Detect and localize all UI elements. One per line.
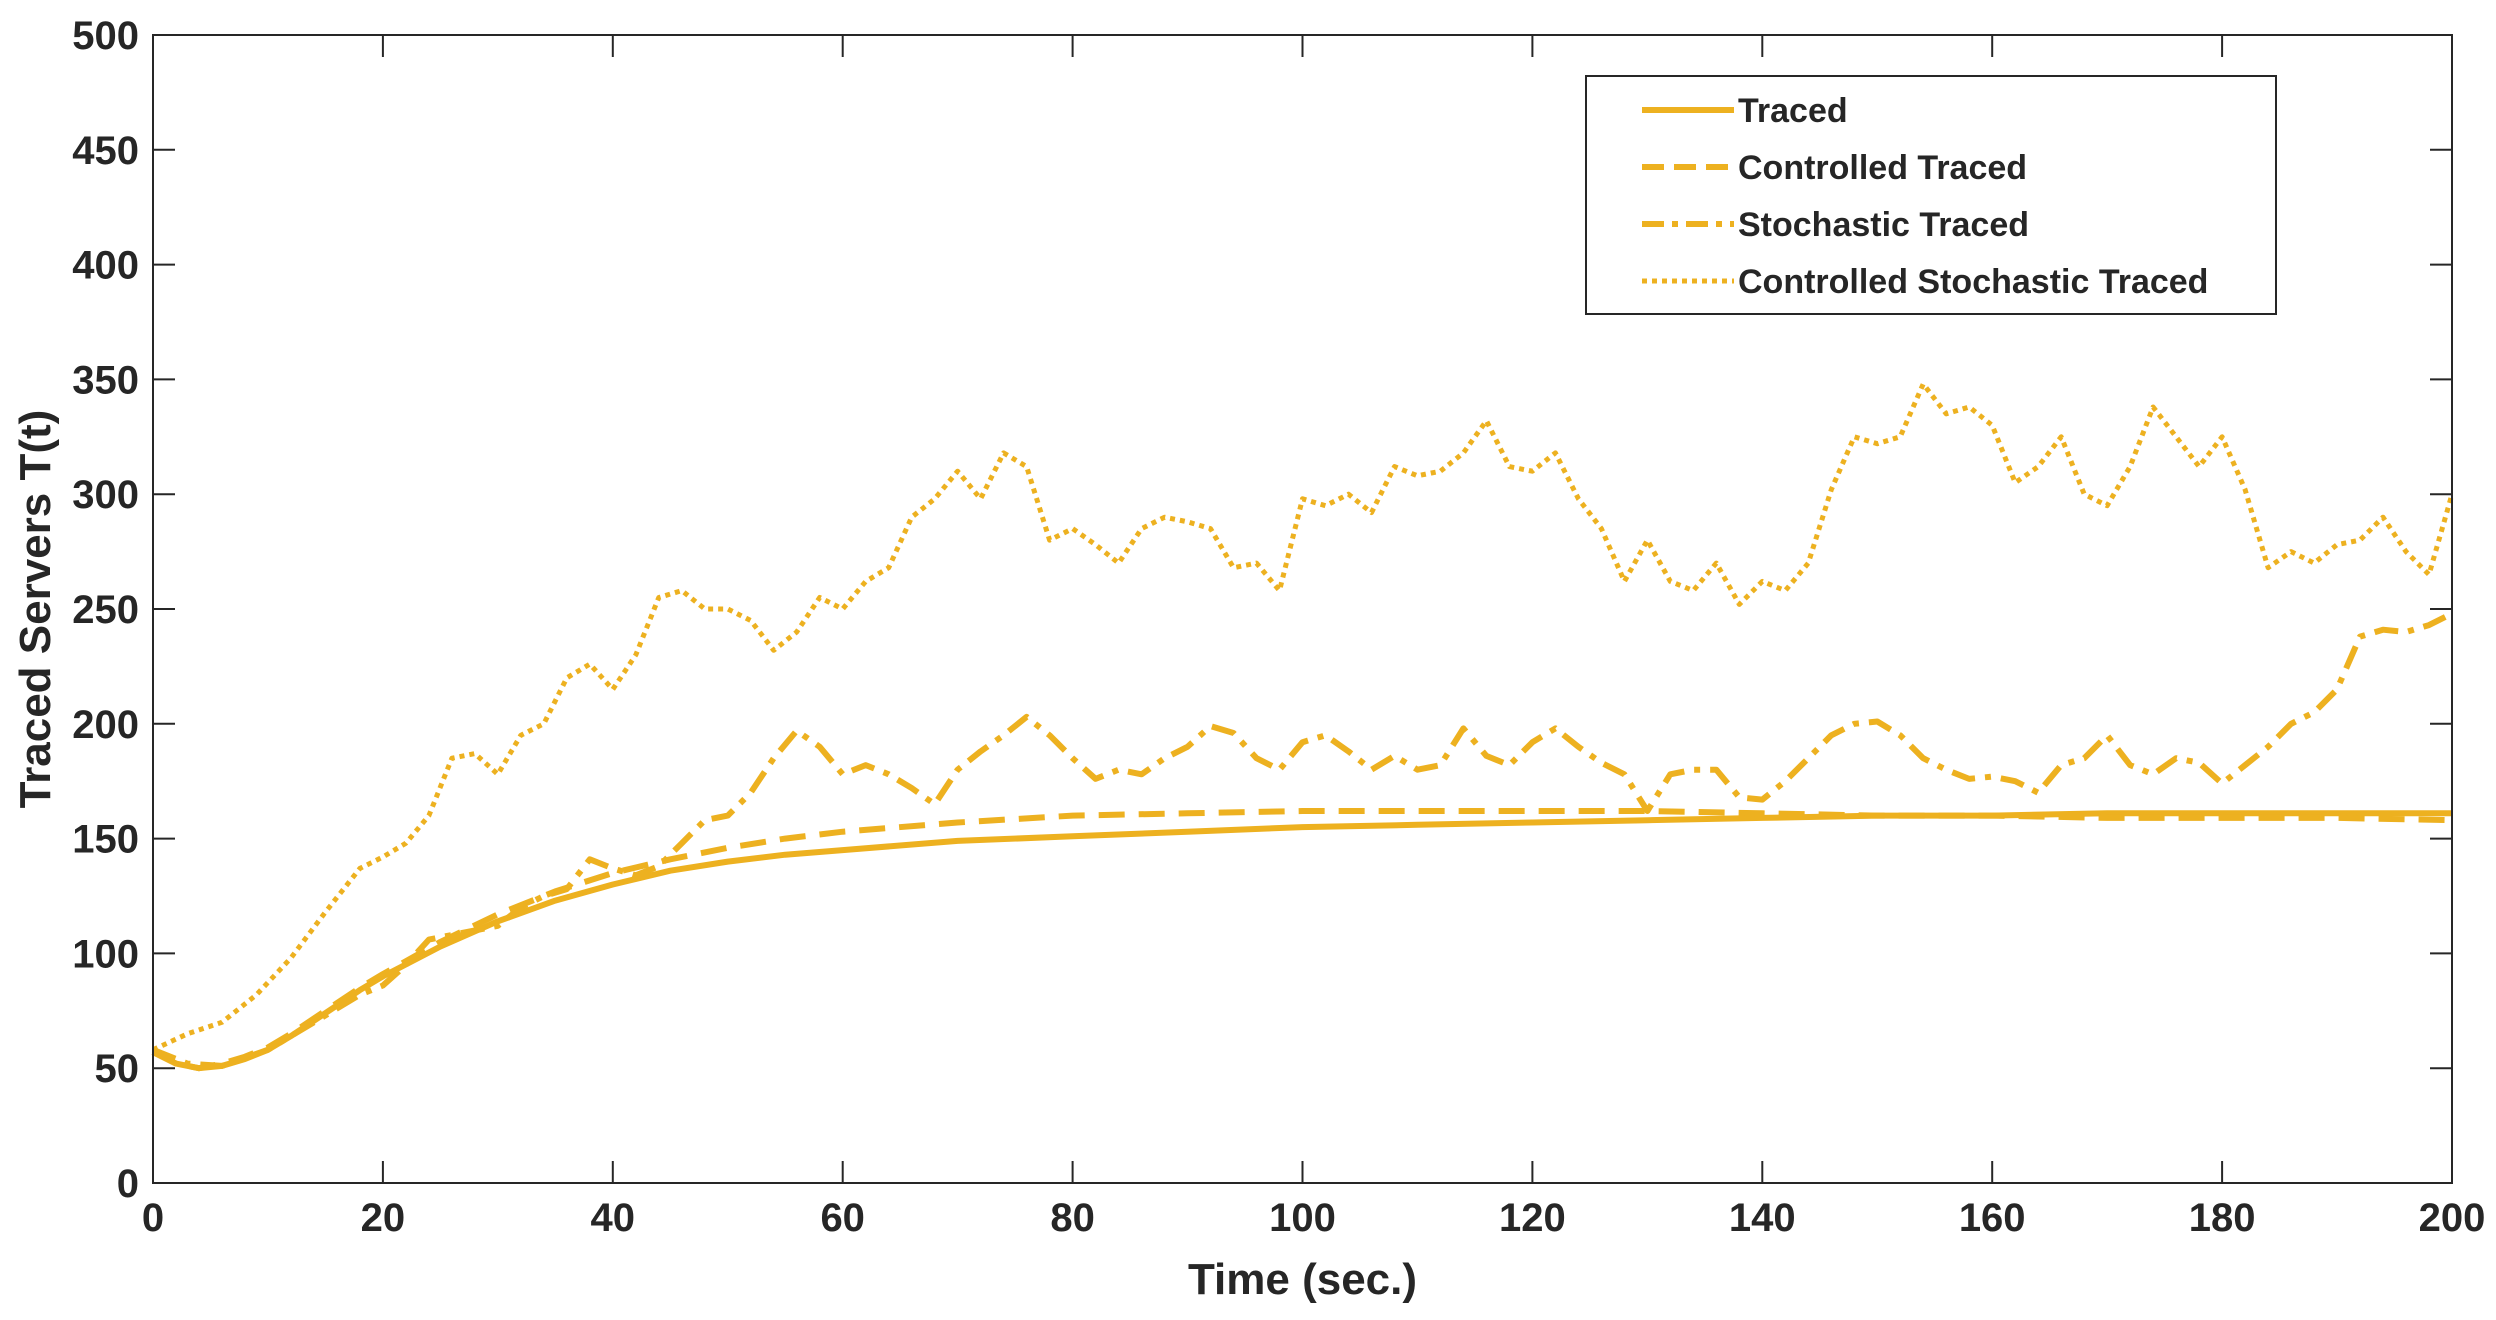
series-line-3: [151, 610, 2454, 1069]
x-tick-label: 160: [1959, 1196, 2026, 1240]
y-tick-label: 400: [72, 244, 139, 288]
y-tick-label: 50: [95, 1047, 140, 1091]
y-tick-label: 450: [72, 129, 139, 173]
legend-box: [1585, 75, 2277, 315]
y-tick-label: 300: [72, 473, 139, 517]
legend-items: Traced Controlled Traced Stochastic Traced…: [1642, 92, 2208, 301]
x-tick-label: 200: [2419, 1196, 2486, 1240]
legend-label-3: Stochastic Traced: [1738, 206, 2029, 244]
y-tick-label: 500: [72, 14, 139, 58]
legend-label-4: Controlled Stochastic Traced: [1738, 263, 2208, 301]
series-layer: [151, 381, 2455, 1072]
series-line-2: [151, 808, 2453, 1072]
y-tick-label: 100: [72, 932, 139, 976]
y-axis: 0 50 100 150 200 250 300 350 400 450 500: [72, 14, 2452, 1206]
x-tick-label: 60: [820, 1196, 865, 1240]
x-tick-label: 100: [1269, 1196, 1336, 1240]
x-tick-label: 0: [142, 1196, 164, 1240]
series-line-4: [151, 381, 2455, 1053]
x-tick-label: 140: [1729, 1196, 1796, 1240]
legend: Traced Controlled Traced Stochastic Traced…: [1585, 75, 2277, 315]
x-tick-label: 80: [1050, 1196, 1095, 1240]
legend-label-1: Traced: [1738, 92, 1848, 130]
x-axis: 0 20 40 60 80 100 120 140 160 180 200: [142, 35, 2486, 1240]
x-tick-label: 120: [1499, 1196, 1566, 1240]
y-tick-label: 250: [72, 588, 139, 632]
y-tick-label: 150: [72, 818, 139, 862]
x-tick-label: 40: [591, 1196, 636, 1240]
y-tick-label: 350: [72, 358, 139, 402]
y-tick-label: 200: [72, 703, 139, 747]
x-tick-label: 180: [2189, 1196, 2256, 1240]
legend-label-2: Controlled Traced: [1738, 149, 2027, 187]
y-tick-label: 0: [117, 1162, 139, 1206]
x-axis-title: Time (sec.): [1188, 1255, 1417, 1304]
y-axis-title: Traced Servers T(t): [11, 410, 60, 809]
x-tick-label: 20: [361, 1196, 406, 1240]
